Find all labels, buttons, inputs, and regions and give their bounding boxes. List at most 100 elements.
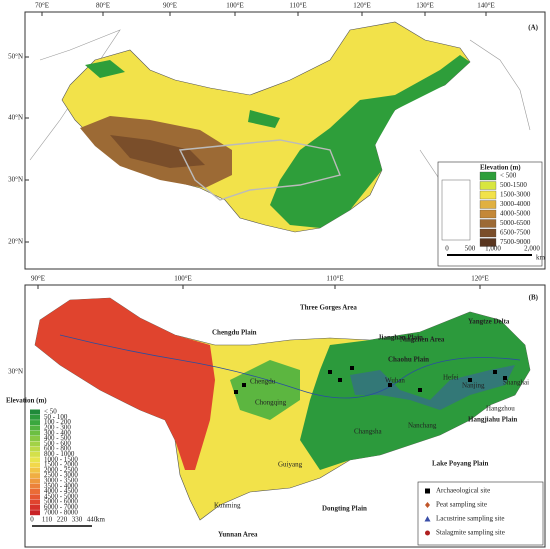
legend-label: 50 - 100 (44, 413, 68, 421)
legend-swatch (30, 414, 40, 420)
city-label: Nanjing (462, 382, 485, 390)
legend-swatch (479, 190, 497, 200)
symbol-peat (425, 502, 430, 508)
western-highland (35, 298, 215, 470)
legend-label: 3000-4000 (500, 200, 531, 208)
site-marker (242, 383, 246, 387)
legend-label: 2500 - 3000 (44, 471, 78, 479)
legend-label: 500 - 600 (44, 439, 71, 447)
city-label: Chengdu (250, 378, 276, 386)
symbol-label: Lacustrine sampling site (436, 515, 504, 523)
symbol-label: Stalagmite sampling site (436, 529, 505, 537)
legend-swatch (30, 510, 40, 516)
plateau-high (110, 135, 205, 168)
sichuan-basin (230, 360, 300, 420)
legend-swatch (479, 228, 497, 238)
symbol-label: Peat sampling site (436, 501, 487, 509)
legend-swatch (30, 430, 40, 436)
site-marker (503, 376, 507, 380)
yangtze-river (59, 334, 521, 399)
region-label: Three Gorges Area (300, 304, 357, 312)
legend-swatch (30, 451, 40, 457)
legend-label: 600 - 800 (44, 445, 71, 453)
lat-label: 30°N (8, 176, 23, 184)
site-marker (328, 370, 332, 374)
legend-label: 500-1500 (500, 181, 527, 189)
legend-label: 4000 - 4500 (44, 487, 78, 495)
legend-label: 1000 - 1500 (44, 455, 78, 463)
region-label: Dongting Plain (322, 505, 367, 513)
legend-label: < 500 (500, 172, 517, 180)
scale-label: 440 (87, 516, 98, 524)
legend-swatch (30, 478, 40, 484)
inset-south-china-sea (441, 179, 471, 241)
legend-swatch (30, 494, 40, 500)
legend-label: 6000 - 7000 (44, 503, 78, 511)
lon-label: 90°E (31, 275, 45, 283)
legend-label: 3500 - 4000 (44, 482, 78, 490)
yangtze-basin-outline (178, 139, 341, 201)
legend-label: 7000 - 8000 (44, 508, 78, 516)
lat-label: 50°N (8, 53, 23, 61)
symbol-stalagmite (425, 530, 430, 536)
legend-swatch (30, 504, 40, 510)
site-marker (338, 378, 342, 382)
legend-swatch (30, 457, 40, 463)
legend-swatch (30, 436, 40, 441)
legend-swatch (30, 420, 40, 426)
scale-label: 1,000 (485, 245, 501, 253)
lon-label: 100°E (226, 2, 244, 10)
city-label: Guiyang (278, 461, 303, 469)
scale-label: 330 (72, 516, 83, 524)
legend-label: 100 - 200 (44, 418, 71, 426)
lon-label: 120°E (353, 2, 371, 10)
basin-lowland (85, 60, 280, 128)
lon-label: 140°E (477, 2, 495, 10)
legend-swatch (30, 483, 40, 489)
lon-label: 110°E (289, 2, 306, 10)
legend-label: 800 - 1000 (44, 450, 75, 458)
legend-swatch (479, 181, 497, 190)
lon-label: 90°E (163, 2, 177, 10)
region-label: Ningzhen Area (400, 336, 445, 344)
legend-swatch (30, 446, 40, 452)
site-marker (418, 388, 422, 392)
lon-label: 80°E (96, 2, 110, 10)
lowland-plain (350, 365, 515, 410)
legend-label: 5000 - 6000 (44, 498, 78, 506)
city-label: Nanchang (408, 422, 437, 430)
region-label: Jianghan Plain (378, 334, 423, 342)
legend-swatch (30, 425, 40, 431)
site-marker (468, 378, 472, 382)
region-label: Lake Poyang Plain (432, 460, 489, 468)
symbol-label: Archaeological site (436, 487, 490, 495)
lon-label: 100°E (174, 275, 192, 283)
site-marker (350, 366, 354, 370)
panel-label: (A) (528, 24, 538, 32)
lon-label: 110°E (326, 275, 343, 283)
legend-label: 2000 - 2500 (44, 466, 78, 474)
legend-label: 200 - 300 (44, 424, 71, 432)
symbol-archaeological (425, 488, 430, 494)
scale-label: 0 (445, 245, 449, 253)
region-label: Chengdu Plain (212, 329, 257, 337)
lat-label: 40°N (8, 114, 23, 122)
symbol-lacustrine (424, 516, 431, 522)
scale-label: 220 (57, 516, 68, 524)
lon-label: 70°E (35, 2, 49, 10)
scale-unit: km (536, 254, 546, 262)
legend-swatch (30, 489, 40, 494)
panel-label: (B) (529, 294, 539, 302)
site-marker (493, 370, 497, 374)
legend-swatch (479, 238, 497, 247)
city-label: Chongqing (255, 399, 287, 407)
region-label: Yangtze Delta (468, 318, 510, 326)
legend-swatch (30, 467, 40, 473)
legend-title: Elevation (m) (480, 164, 521, 172)
legend-label: 3000 - 3500 (44, 477, 78, 485)
legend-label: 4500 - 5000 (44, 492, 78, 500)
legend-label: 5000-6500 (500, 219, 531, 227)
legend-label: 400 - 500 (44, 434, 71, 442)
symbol-legend-box (417, 481, 544, 546)
